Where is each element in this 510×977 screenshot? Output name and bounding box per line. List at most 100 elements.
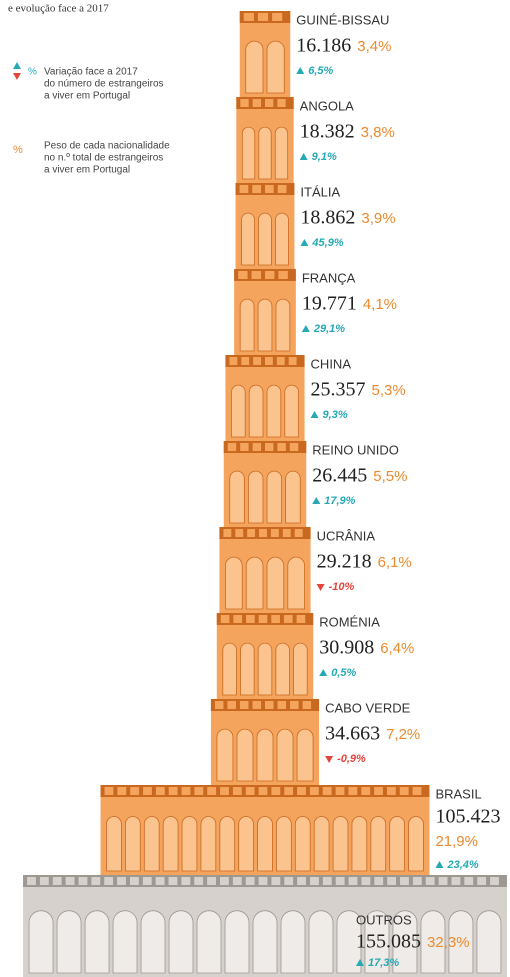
share-label: 5,5% — [373, 468, 407, 485]
trim-block — [207, 877, 216, 885]
window — [242, 127, 254, 179]
window — [144, 817, 159, 871]
window — [275, 213, 288, 265]
trim-block — [297, 615, 306, 623]
window — [239, 817, 254, 871]
legend-text: Variação face a 2017 — [44, 67, 138, 78]
trim-block — [284, 615, 293, 623]
window — [297, 729, 313, 781]
arrow-up — [296, 67, 304, 74]
share-label: 5,3% — [372, 382, 406, 399]
legend-marker: % — [13, 144, 23, 156]
trim-block — [265, 271, 274, 279]
trim-block — [283, 529, 291, 537]
window — [277, 729, 293, 781]
trim-block — [252, 185, 261, 193]
trim-block — [233, 615, 242, 623]
trim-block — [289, 357, 297, 365]
window — [309, 911, 333, 973]
trim-block — [259, 529, 267, 537]
value-label: 18.382 — [300, 121, 355, 143]
trim-block — [143, 787, 152, 795]
trim-block — [265, 99, 273, 107]
change-label: -10% — [329, 581, 355, 593]
window — [85, 911, 109, 973]
trim-block — [233, 877, 242, 885]
trim-block — [310, 877, 319, 885]
window — [267, 385, 281, 437]
trim-block — [156, 787, 165, 795]
legend-text: a viver em Portugal — [44, 91, 130, 102]
arrow-down — [325, 756, 333, 763]
trim-block — [477, 877, 486, 885]
trim-block — [297, 877, 306, 885]
trim-block — [290, 443, 298, 451]
window — [231, 385, 245, 437]
window — [201, 817, 216, 871]
trim-block — [400, 787, 409, 795]
trim-block — [79, 877, 88, 885]
value-label: 25.357 — [311, 379, 366, 401]
category-label: GUINÉ-BISSAU — [296, 12, 389, 27]
category-label: BRASIL — [435, 786, 481, 801]
window — [253, 911, 277, 973]
arrow-up — [13, 62, 21, 69]
trim-block — [194, 877, 203, 885]
category-label: CABO VERDE — [325, 700, 411, 715]
change-label: 9,3% — [323, 409, 348, 421]
change-label: 17,3% — [368, 957, 399, 969]
trim-block — [105, 787, 114, 795]
trim-block — [221, 615, 230, 623]
window — [275, 127, 287, 179]
trim-block — [336, 787, 345, 795]
trim-block — [277, 443, 285, 451]
window — [258, 643, 272, 695]
value-label: 16.186 — [296, 35, 351, 57]
legend-text: no n.º total de estrangeiros — [44, 153, 163, 164]
trim-block — [228, 443, 236, 451]
trim-block — [253, 357, 261, 365]
value-label: 155.085 — [356, 931, 421, 953]
trim-block — [259, 877, 268, 885]
trim-block — [426, 877, 435, 885]
trim-block — [271, 529, 279, 537]
trim-block — [265, 185, 274, 193]
trim-block — [271, 787, 280, 795]
window — [113, 911, 137, 973]
trim-block — [464, 877, 473, 885]
trim-block — [244, 13, 254, 21]
change-label: 17,9% — [324, 495, 355, 507]
arrow-down — [317, 584, 325, 591]
trim-block — [361, 787, 370, 795]
share-label: 4,1% — [363, 296, 397, 313]
window — [276, 299, 290, 351]
trim-block — [233, 787, 242, 795]
trim-block — [130, 877, 139, 885]
trim-block — [220, 877, 229, 885]
arrow-up — [302, 325, 310, 332]
trim-block — [215, 701, 224, 709]
window — [246, 557, 263, 609]
window — [220, 817, 235, 871]
trim-block — [156, 877, 165, 885]
category-label: ITÁLIA — [300, 184, 340, 199]
value-label: 29.218 — [317, 551, 372, 573]
trim-block — [143, 877, 152, 885]
window — [409, 817, 424, 871]
value-label: 30.908 — [319, 637, 374, 659]
trim-block — [207, 787, 216, 795]
share-label: 3,4% — [357, 38, 391, 55]
window — [267, 557, 284, 609]
share-label: 32,3% — [427, 934, 470, 951]
share-label: 6,4% — [380, 640, 414, 657]
trim-block — [336, 877, 345, 885]
trim-block — [229, 357, 237, 365]
window — [258, 299, 272, 351]
window — [163, 817, 178, 871]
trim-block — [361, 877, 370, 885]
trim-block — [284, 877, 293, 885]
window — [169, 911, 193, 973]
legend-text: do número de estrangeiros — [44, 79, 164, 90]
category-label: UCRÂNIA — [317, 528, 376, 543]
trim-block — [169, 877, 178, 885]
